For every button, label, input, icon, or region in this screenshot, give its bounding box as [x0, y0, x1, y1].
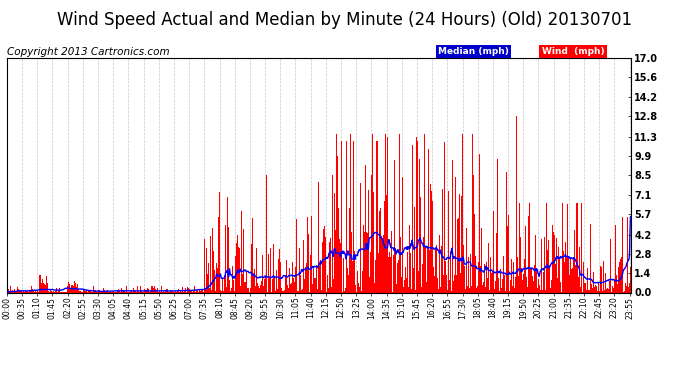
Text: Median (mph): Median (mph): [438, 47, 509, 56]
Text: Copyright 2013 Cartronics.com: Copyright 2013 Cartronics.com: [7, 47, 170, 57]
Text: Wind Speed Actual and Median by Minute (24 Hours) (Old) 20130701: Wind Speed Actual and Median by Minute (…: [57, 11, 633, 29]
Text: Wind  (mph): Wind (mph): [542, 47, 604, 56]
